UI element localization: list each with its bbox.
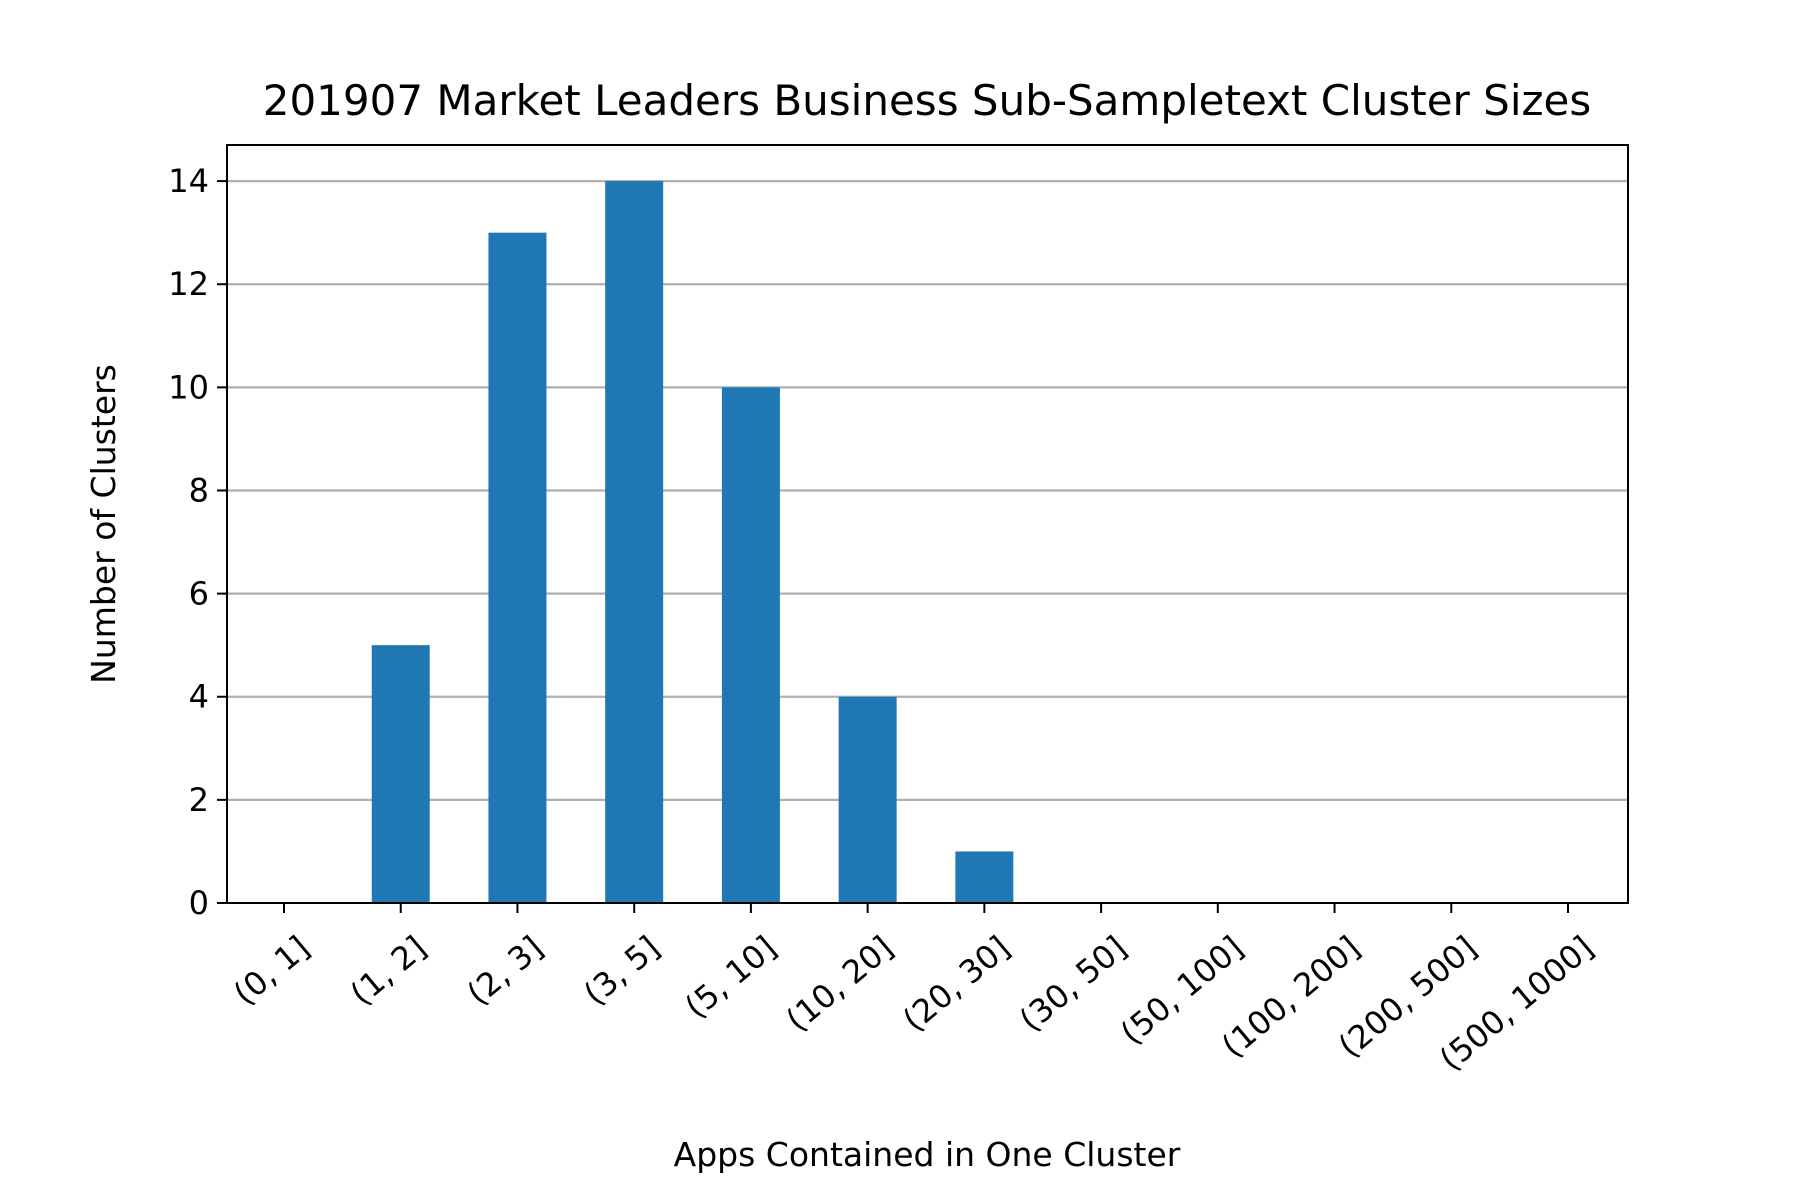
bars (371, 181, 1014, 904)
y-tick-label: 0 (189, 884, 209, 922)
y-tick-label: 12 (168, 265, 209, 303)
bar (488, 232, 547, 904)
plot-frame (226, 144, 1629, 904)
y-gridlines (227, 179, 1628, 801)
bar (721, 387, 780, 903)
y-tick-label: 2 (189, 781, 209, 819)
bar (605, 181, 664, 904)
y-tick-label: 6 (189, 575, 209, 613)
y-tick-label: 4 (189, 678, 209, 716)
y-axis-label: Number of Clusters (84, 364, 123, 684)
bar (955, 851, 1014, 903)
y-tick-label: 8 (189, 471, 209, 509)
y-axis-ticks: 0 2 4 6 8 10 12 14 (168, 162, 227, 922)
bar (371, 645, 430, 903)
y-tick-label: 10 (168, 368, 209, 406)
y-tick-label: 14 (168, 162, 209, 200)
x-axis-label: Apps Contained in One Cluster (674, 1135, 1181, 1174)
bar (838, 696, 897, 903)
chart-title: 201907 Market Leaders Business Sub-Sampl… (263, 76, 1592, 125)
